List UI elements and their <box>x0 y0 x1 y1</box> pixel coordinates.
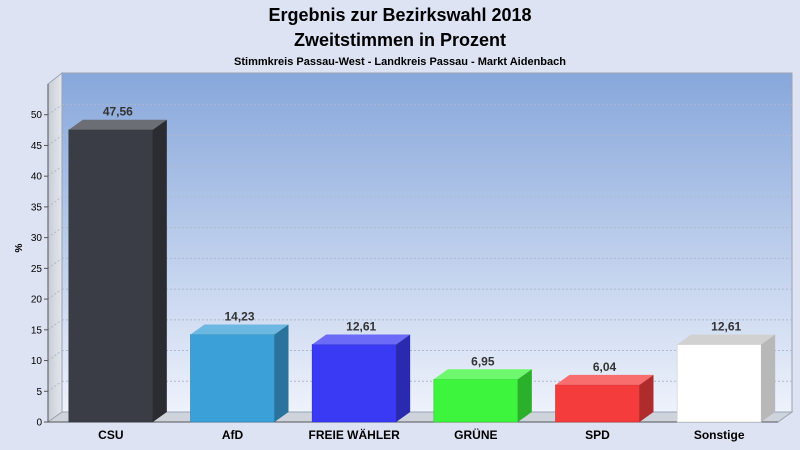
y-axis: 0 5 10 15 20 25 30 35 40 45 50 <box>31 84 778 429</box>
y-tick-label-1: 5 <box>36 387 42 398</box>
bar-side-1 <box>152 119 167 423</box>
bar-value-label-3: 12,61 <box>346 320 376 334</box>
bar-top-6 <box>677 334 776 345</box>
bar-side-4 <box>517 369 532 422</box>
y-tick-label-7: 35 <box>31 202 43 213</box>
y-tick-label-5: 25 <box>31 264 43 275</box>
x-tick-label-1: CSU <box>98 428 123 442</box>
bars: 47,56 14,23 12,61 6,95 6,04 12,61 <box>68 105 776 423</box>
gridline-side-9 <box>47 135 63 146</box>
bar-5: 6,04 <box>555 360 654 423</box>
bar-2: 14,23 <box>190 310 289 423</box>
y-tick-label-4: 20 <box>31 295 43 306</box>
bar-value-label-4: 6,95 <box>471 354 495 368</box>
x-tick-label-5: SPD <box>585 428 610 442</box>
x-axis: CSU AfD FREIE WÄHLER GRÜNE SPD Sonstige <box>98 427 745 442</box>
y-tick-label-10: 50 <box>31 110 43 121</box>
gridline-side-8 <box>47 165 63 177</box>
y-tick-label-0: 0 <box>36 418 42 429</box>
bar-front-2 <box>190 334 275 423</box>
y-tick-label-3: 15 <box>31 325 43 336</box>
gridline-side-10 <box>47 104 63 116</box>
bar-side-6 <box>761 334 776 422</box>
gridline-side-2 <box>47 350 63 361</box>
y-tick-label-9: 45 <box>31 141 43 152</box>
chart-title-line2: Zweitstimmen in Prozent <box>294 30 506 50</box>
x-tick-label-3: FREIE WÄHLER <box>308 427 400 442</box>
bar-value-label-1: 47,56 <box>103 105 133 119</box>
bar-1: 47,56 <box>68 105 167 423</box>
bar-side-5 <box>639 374 654 422</box>
x-tick-label-2: AfD <box>222 428 244 442</box>
bar-value-label-2: 14,23 <box>224 310 254 324</box>
x-tick-label-4: GRÜNE <box>454 427 497 442</box>
bar-front-4 <box>433 378 519 423</box>
y-tick-label-8: 40 <box>31 172 43 183</box>
bar-6: 12,61 <box>676 320 776 423</box>
bar-top-1 <box>68 119 167 130</box>
bar-top-5 <box>555 374 654 385</box>
gridlines <box>47 104 792 392</box>
bar-side-3 <box>396 334 411 422</box>
gridline-side-5 <box>47 257 63 269</box>
bar-front-3 <box>311 344 397 423</box>
gridline-side-7 <box>47 196 63 208</box>
y-tick-label-6: 30 <box>31 233 43 244</box>
gridline-side-4 <box>47 288 63 300</box>
bar-3: 12,61 <box>311 320 411 423</box>
bar-value-label-6: 12,61 <box>711 320 741 334</box>
bar-front-5 <box>555 384 640 423</box>
x-tick-label-6: Sonstige <box>694 428 745 442</box>
bar-side-2 <box>274 324 289 422</box>
bar-value-label-5: 6,04 <box>593 360 617 374</box>
bar-front-1 <box>68 129 154 423</box>
gridline-side-1 <box>47 380 63 392</box>
plot-back-wall <box>61 72 793 413</box>
bar-top-2 <box>190 324 289 335</box>
y-tick-label-2: 10 <box>31 356 43 367</box>
gridline-side-3 <box>47 319 63 331</box>
bar-front-6 <box>676 344 762 423</box>
bar-top-3 <box>312 334 411 345</box>
chart-subtitle: Stimmkreis Passau-West - Landkreis Passa… <box>234 56 566 68</box>
bar-top-4 <box>433 369 532 380</box>
plot-side-wall <box>47 71 63 423</box>
gridline-side-6 <box>47 227 63 239</box>
bar-4: 6,95 <box>433 354 532 423</box>
y-axis-label: % <box>14 243 25 252</box>
chart-title: Ergebnis zur Bezirkswahl 2018 <box>268 5 531 25</box>
